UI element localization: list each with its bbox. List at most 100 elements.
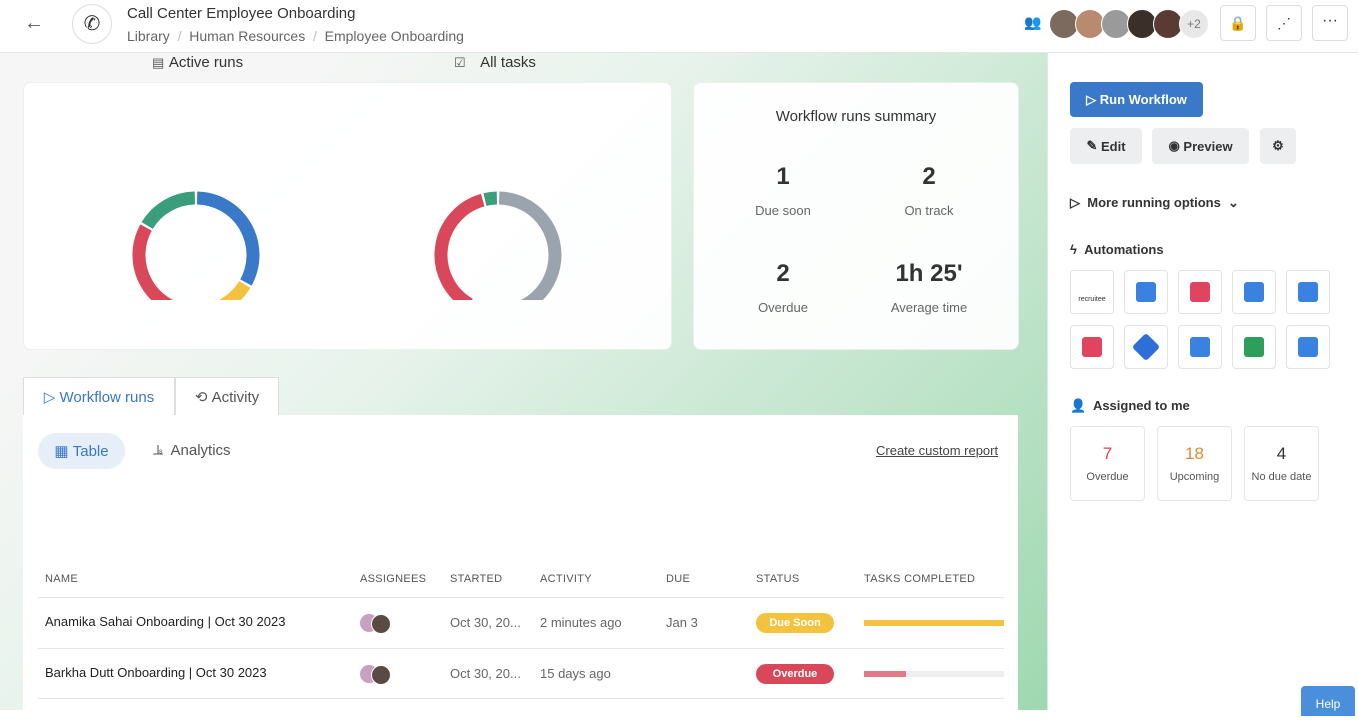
assigned-card[interactable] [1244,426,1319,501]
assigned-value: 7 [1102,444,1113,463]
more-options[interactable]: ▷ More running options ⌄ [1070,195,1239,210]
activity: 2 minutes ago [540,615,622,630]
lock-button[interactable]: 🔒 [1220,5,1256,41]
row-divider [38,647,1004,649]
workflow-title: Call Center Employee Onboarding [127,5,356,22]
view-button[interactable]: ▦ Table [38,433,125,469]
stat-value: 1 [776,163,790,190]
donut-segment [141,191,196,230]
automation-app[interactable] [1178,270,1222,314]
automation-app[interactable] [1232,270,1276,314]
label: Automations [1084,242,1164,257]
summary-title: Workflow runs summary [775,108,937,125]
help-button[interactable]: Help [1301,686,1355,716]
automation-app[interactable] [1232,325,1276,369]
report-link[interactable]: Create custom report [876,443,999,458]
automation-app[interactable] [1286,270,1330,314]
breadcrumb[interactable]: Library [127,28,170,44]
assigned-label: Upcoming [1169,471,1220,483]
tab[interactable]: ⟲ Activity [175,377,279,417]
assigned-label: No due date [1251,471,1312,483]
stat-value: 2 [922,163,936,190]
started: Oct 30, 20... [450,615,521,630]
label: More running options [1087,195,1221,210]
assigned-value: 18 [1185,444,1204,463]
due: Jan 3 [666,615,698,630]
automation-app[interactable] [1124,325,1168,369]
sidebar: ▷ Run Workflow ✎ Edit ◉ Preview ⚙ ▷ More… [1047,53,1358,716]
status-badge: Due Soon [756,613,834,633]
column-header[interactable]: DUE [666,573,691,585]
assigned-card[interactable] [1070,426,1145,501]
automation-app[interactable] [1178,325,1222,369]
header: ← ✆ Call Center Employee Onboarding Libr… [0,0,1358,53]
assigned-card[interactable] [1157,426,1232,501]
chart-icon: ▤ [152,55,164,70]
tab[interactable]: ▷ Workflow runs [23,377,175,418]
donut-segment [483,191,498,206]
donut-segment [218,280,251,300]
members-icon[interactable]: 👥 [1024,14,1042,30]
main-area: Active runs▤All tasks☑Not StartedOn Trac… [0,53,1047,710]
column-header[interactable]: STARTED [450,573,503,585]
share-button[interactable]: ⋰ [1266,5,1302,41]
run-button[interactable]: ▷ Run Workflow [1070,82,1203,117]
run-name[interactable]: Anamika Sahai Onboarding | Oct 30 2023 [45,614,286,629]
automations-title: ϟ Automations [1070,242,1164,257]
donut-segment [498,191,562,300]
chart-title: Active runs [169,54,243,71]
row-divider [38,597,1004,598]
breadcrumb[interactable]: Human Resources [189,28,306,44]
app-logo [1190,337,1210,357]
started: Oct 30, 20... [450,665,521,681]
column-header[interactable]: ACTIVITY [540,573,592,585]
app-logo [1244,282,1264,302]
label: Assigned to me [1092,398,1190,413]
preview-button[interactable]: ◉ Preview [1152,128,1249,164]
assignee-avatar [371,664,391,685]
chart-icon: ☑ [454,55,466,70]
stat-label: Due soon [755,203,811,218]
edit-button[interactable]: ✎ Edit [1070,128,1142,164]
run-name[interactable]: Barkha Dutt Onboarding | Oct 30 2023 [45,664,267,680]
app-logo [1298,282,1318,302]
donut-segment [196,191,260,286]
column-header[interactable]: STATUS [756,573,800,585]
breadcrumbs: Library / Human Resources / Employee Onb… [127,28,464,44]
column-header[interactable]: TASKS COMPLETED [864,573,976,585]
assignee-avatar [371,614,391,634]
back-button[interactable]: ← [24,12,44,34]
column-header[interactable]: NAME [45,573,78,585]
automation-app[interactable]: recruitee [1070,270,1114,314]
breadcrumb[interactable]: Employee Onboarding [324,28,464,44]
column-header[interactable]: ASSIGNEES [360,573,427,585]
app-logo [1298,337,1318,357]
assigned-value: 4 [1276,444,1287,463]
settings-button[interactable]: ⚙ [1260,128,1296,164]
assigned-title: 👤 Assigned to me [1070,398,1190,413]
summary-card: Workflow runs summary 1 Due soon 2 On track… [693,82,1019,350]
view-label: Table [72,442,109,460]
activity: 15 days ago [540,665,611,681]
stat-label: Average time [890,300,968,315]
status-badge: Overdue [756,663,834,684]
tab-label: Activity [211,388,260,406]
app-logo [1131,332,1161,362]
automation-app[interactable] [1070,325,1114,369]
automation-app[interactable] [1286,325,1330,369]
tab-label: Workflow runs [59,388,155,406]
automation-app[interactable] [1124,270,1168,314]
app-logo [1244,337,1264,357]
workflow-icon: ✆ [72,4,112,44]
more-assignees: +2 [1179,9,1209,39]
view-button[interactable]: ⫡ Analytics [153,442,231,459]
stat-value: 1h 25' [895,260,963,287]
app-logo: recruitee [1078,295,1106,303]
app-logo [1190,282,1210,302]
menu-button[interactable]: ··· [1312,5,1348,41]
progress-bar [864,620,1004,626]
progress-track [864,670,1004,677]
charts-card [23,82,672,350]
button-label: Run Workflow [1099,92,1187,107]
